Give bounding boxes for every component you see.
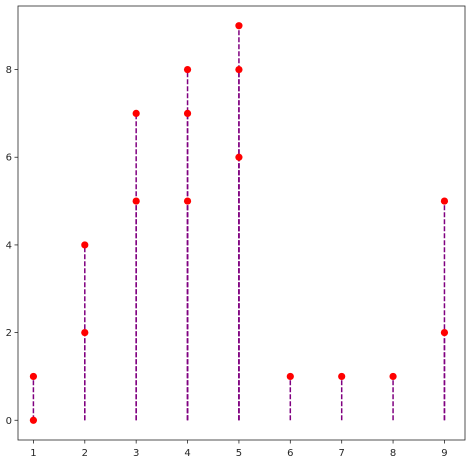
x-tick-label-4: 5	[236, 448, 242, 459]
x-tick-label-7: 8	[390, 448, 396, 459]
data-point-1	[29, 372, 38, 381]
x-tick-label-2: 3	[133, 448, 139, 459]
x-tick-label-1: 2	[82, 448, 88, 459]
y-tick-label-2: 4	[6, 240, 12, 251]
data-point-0	[29, 416, 38, 424]
x-tick-label-5: 6	[287, 448, 293, 459]
data-point-5	[132, 109, 140, 118]
data-point-12	[286, 372, 294, 381]
data-point-8	[183, 65, 192, 74]
y-tick-label-0: 0	[6, 416, 12, 427]
x-tick-label-3: 4	[184, 448, 190, 459]
y-tick-label-3: 6	[6, 153, 12, 164]
x-tick-label-0: 1	[30, 448, 36, 459]
data-point-11	[235, 22, 243, 30]
data-point-10	[235, 65, 243, 74]
data-point-16	[440, 197, 449, 205]
data-point-6	[183, 197, 192, 205]
axis-ticks: 1 2 3 4 5 6 7 8 9 0 2 4 6 8	[6, 65, 448, 459]
y-tick-label-4: 8	[6, 65, 12, 76]
data-point-9	[235, 153, 243, 161]
data-point-15	[440, 328, 449, 337]
axes-frame	[17, 5, 466, 441]
data-point-14	[389, 372, 397, 381]
y-tick-label-1: 2	[6, 328, 12, 339]
x-tick-label-8: 9	[441, 448, 447, 459]
data-point-4	[132, 197, 140, 205]
plot-area	[29, 22, 449, 424]
data-point-13	[338, 372, 346, 381]
x-tick-label-6: 7	[339, 448, 345, 459]
data-point-7	[183, 109, 192, 118]
data-point-3	[81, 241, 89, 249]
data-point-2	[81, 328, 89, 337]
